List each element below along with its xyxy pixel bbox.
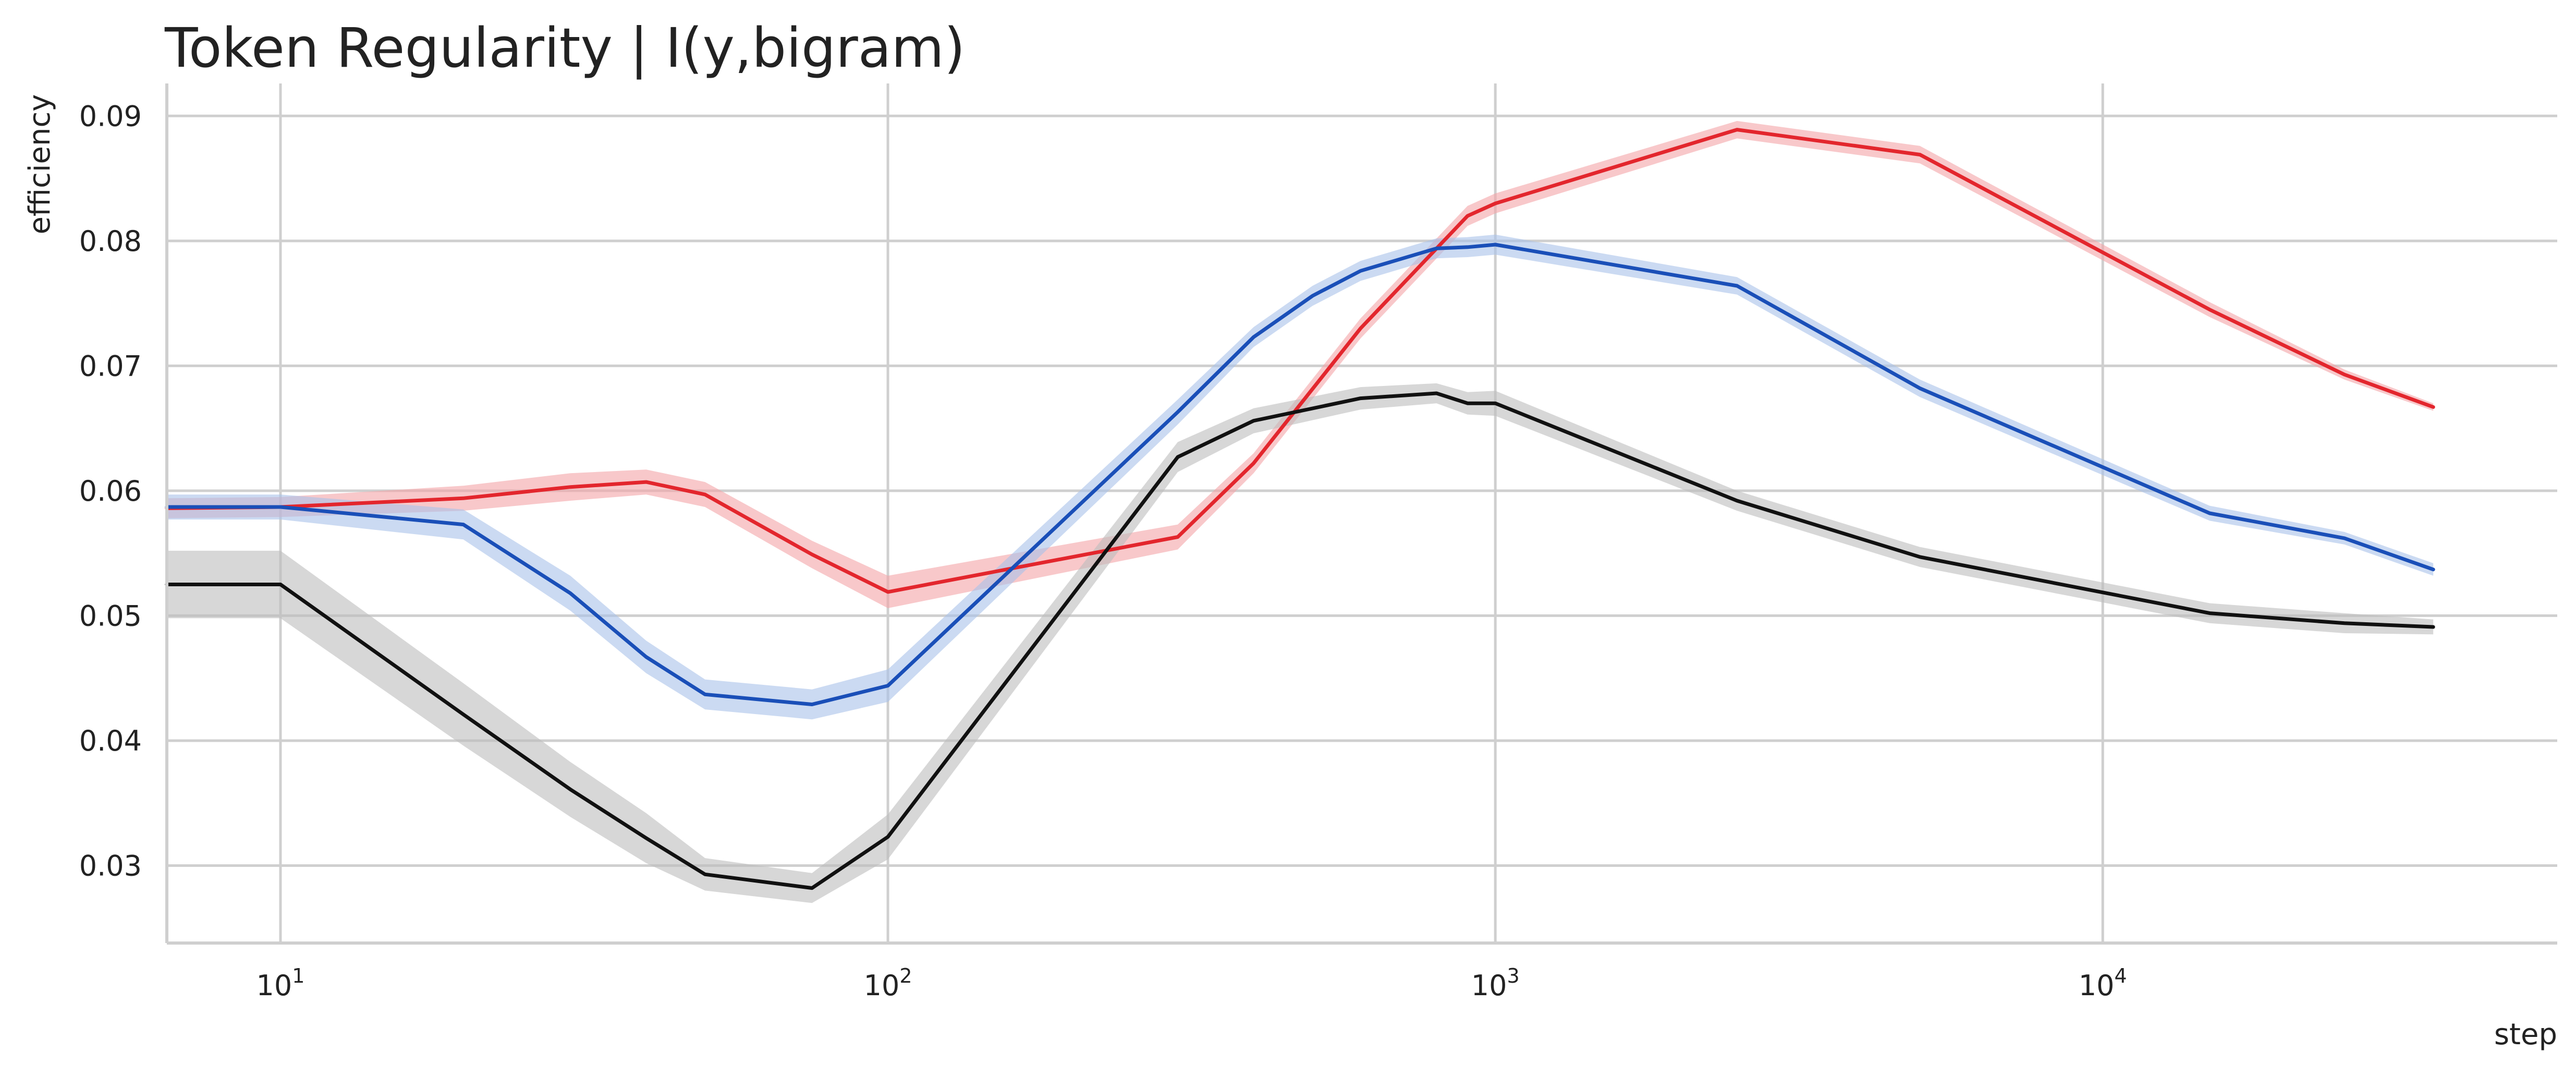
series-0-line (165, 128, 2435, 594)
y-tick-label-3: 0.06 (79, 475, 142, 508)
series-1-band (167, 234, 2434, 720)
x-tick-label-3: 104 (2079, 964, 2127, 1002)
series-1-line (165, 243, 2435, 706)
chart-title: Token Regularity | I(y,bigram) (164, 16, 965, 80)
x-tick-label-0: 101 (257, 964, 305, 1002)
series-lines (165, 128, 2435, 890)
y-tick-label-0: 0.03 (79, 849, 142, 882)
y-tick-labels: 0.03 0.04 0.05 0.06 0.07 0.08 0.09 (79, 100, 142, 882)
series-2-line (165, 391, 2435, 890)
x-tick-label-1: 102 (864, 964, 912, 1002)
y-tick-label-5: 0.08 (79, 225, 142, 258)
x-tick-labels: 101 102 103 104 (257, 964, 2127, 1002)
y-tick-label-4: 0.07 (79, 349, 142, 382)
y-tick-label-1: 0.04 (79, 724, 142, 757)
confidence-bands (167, 120, 2434, 903)
y-tick-label-2: 0.05 (79, 599, 142, 632)
y-axis-label: efficiency (23, 94, 57, 235)
x-axis-label: step (2494, 1018, 2557, 1052)
y-tick-label-6: 0.09 (79, 100, 142, 132)
x-tick-label-2: 103 (1471, 964, 1520, 1002)
